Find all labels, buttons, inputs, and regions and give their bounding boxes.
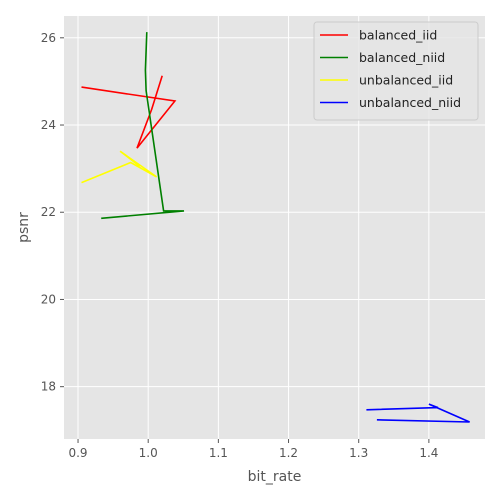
legend: balanced_iid balanced_niid unbalanced_iidu… (313, 21, 479, 121)
tick-labels: 0.9 1.0 1.1 1.2 1.3 1.4 18 20 22 24 26 (41, 31, 439, 460)
legend-label-unbalanced-niid: unbalanced_niid (359, 95, 461, 110)
x-tick-label: 0.9 (68, 446, 87, 460)
x-tick-label: 1.2 (279, 446, 298, 460)
y-axis-label: psnr (16, 212, 32, 243)
y-tick-label: 26 (41, 31, 56, 45)
x-axis-label: bit_rate (248, 469, 302, 485)
x-tick-label: 1.3 (349, 446, 368, 460)
y-tick-label: 18 (41, 380, 56, 394)
series-line-unbalanced-niid (366, 403, 470, 423)
series-line-unbalanced-iid (81, 150, 158, 184)
y-tick-label: 22 (41, 205, 56, 219)
series-line-balanced-niid (101, 32, 185, 220)
legend-label-unbalanced-iid: unbalanced_iid (359, 73, 453, 88)
y-tick-label: 24 (41, 118, 56, 132)
series-line-balanced-iid (81, 75, 177, 149)
x-tick-label: 1.0 (139, 446, 158, 460)
legend-label-balanced-niid: balanced_niid (359, 50, 445, 65)
x-tick-label: 1.1 (209, 446, 228, 460)
series-lines (81, 32, 470, 423)
y-tick-label: 20 (41, 292, 56, 306)
legend-label-balanced-iid: balanced_iid (359, 28, 437, 43)
legend-box (313, 21, 479, 121)
x-tick-label: 1.4 (419, 446, 438, 460)
